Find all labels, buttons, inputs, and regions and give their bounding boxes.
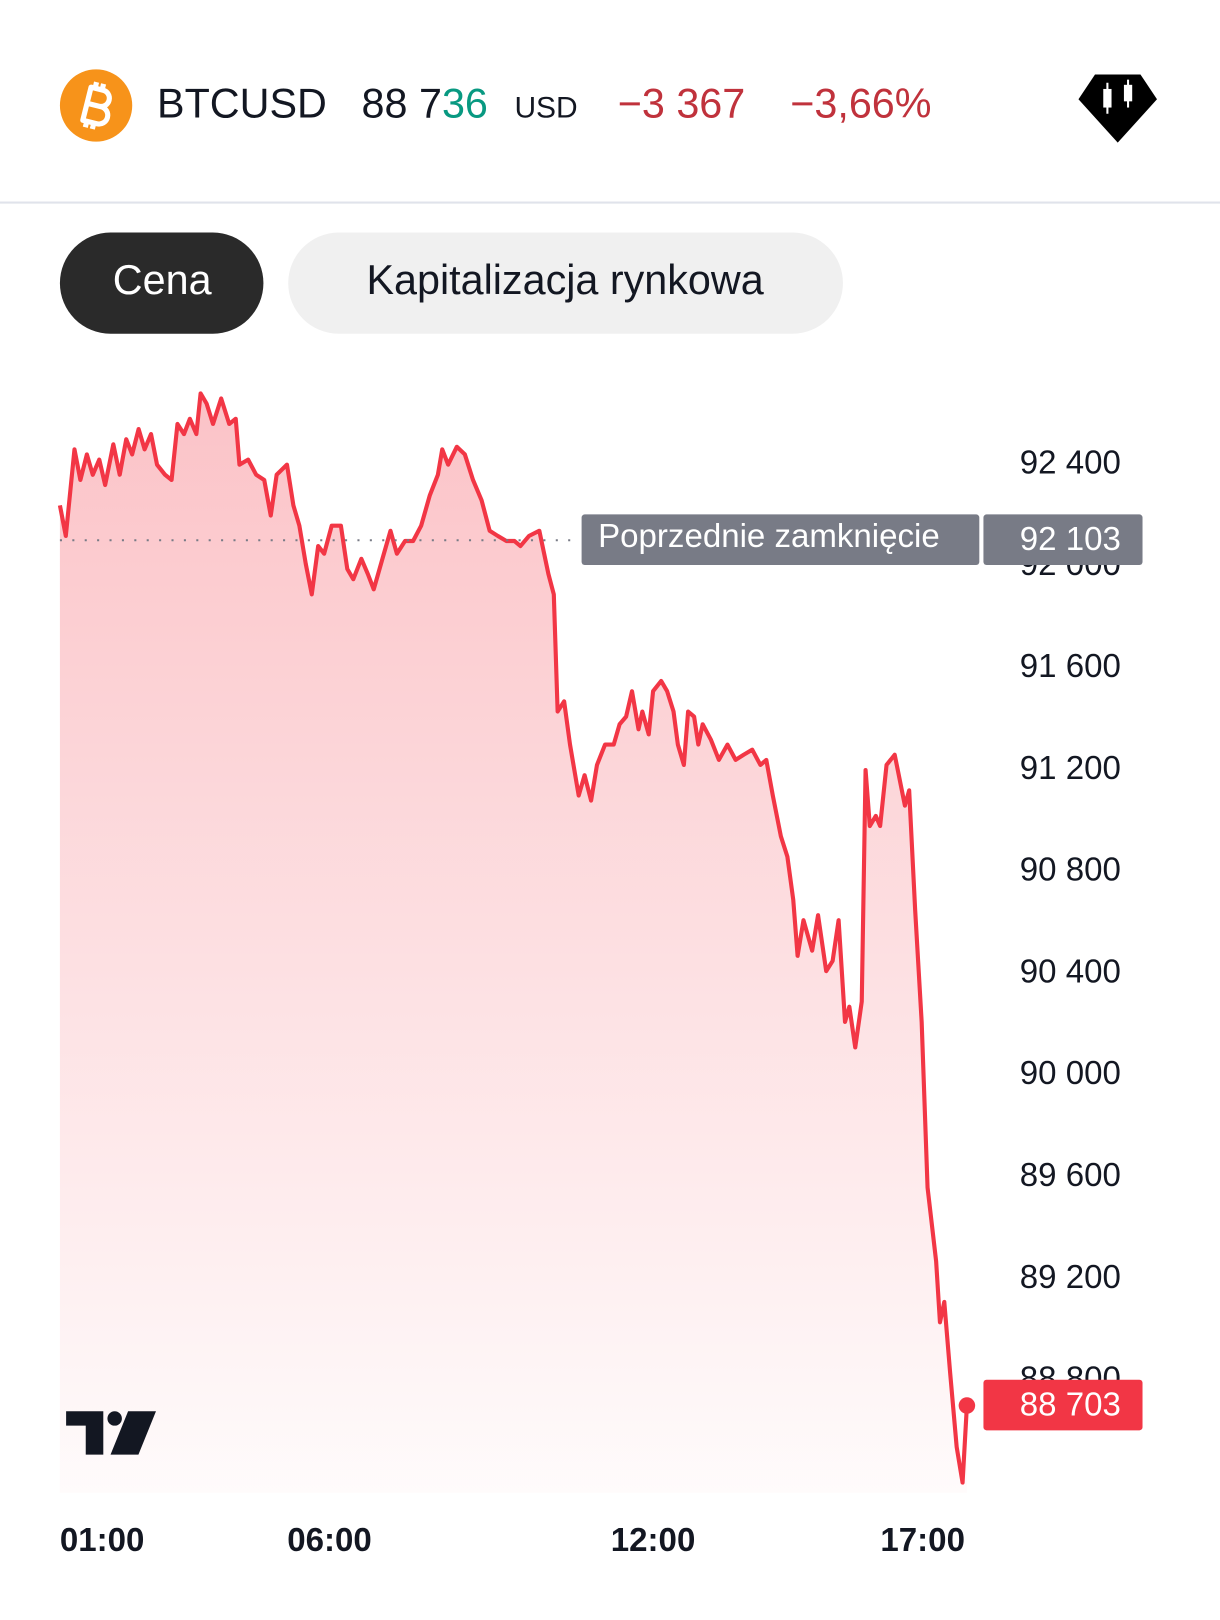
price: 88 736 <box>362 80 488 126</box>
price-line <box>57 391 969 1485</box>
change: −3 367 <box>618 80 746 126</box>
tab-label: Kapitalizacja rynkowa <box>366 257 763 303</box>
y-tick-label: 92 400 <box>1020 444 1121 481</box>
header: BTCUSD 88 736 USD −3 367 −3,66% <box>0 69 1220 204</box>
price-changed: 36 <box>442 80 488 126</box>
y-tick-label: 90 400 <box>1020 953 1121 990</box>
y-tick-label: 91 200 <box>1020 750 1121 787</box>
symbol: BTCUSD <box>157 80 327 126</box>
change-percent: −3,66% <box>790 80 931 126</box>
area-fill <box>59 393 967 1493</box>
last-point <box>958 1397 976 1414</box>
reference-value: 92 103 <box>1020 521 1121 558</box>
x-tick-label: 01:00 <box>60 1522 145 1559</box>
reference-label: Poprzednie zamknięcie <box>598 518 940 555</box>
last-value-box <box>983 1379 1143 1431</box>
bitcoin-glyph <box>80 81 112 130</box>
currency: USD <box>514 92 577 125</box>
y-tick-label: 91 600 <box>1020 648 1121 685</box>
x-tick-label: 12:00 <box>611 1522 696 1559</box>
tab-market-cap[interactable]: Kapitalizacja rynkowa <box>288 232 843 334</box>
price-main: 88 7 <box>362 80 442 126</box>
reference-value-box <box>983 514 1143 566</box>
y-tick-label: 90 800 <box>1020 852 1121 889</box>
tab-price[interactable]: Cena <box>59 232 264 334</box>
tab-label: Cena <box>113 257 212 303</box>
reference-label-box <box>581 514 980 566</box>
tabs: Cena Kapitalizacja rynkowa <box>59 232 843 334</box>
y-tick-label: 89 200 <box>1020 1259 1121 1296</box>
chart-type-button[interactable] <box>1078 74 1157 143</box>
tradingview-logo[interactable] <box>66 1411 156 1455</box>
last-value-label: 88 703 <box>1020 1386 1121 1423</box>
y-tick-label: 90 000 <box>1020 1055 1121 1092</box>
y-tick-label: 89 600 <box>1020 1157 1121 1194</box>
x-tick-label: 06:00 <box>287 1522 372 1559</box>
x-tick-label: 17:00 <box>880 1522 965 1559</box>
